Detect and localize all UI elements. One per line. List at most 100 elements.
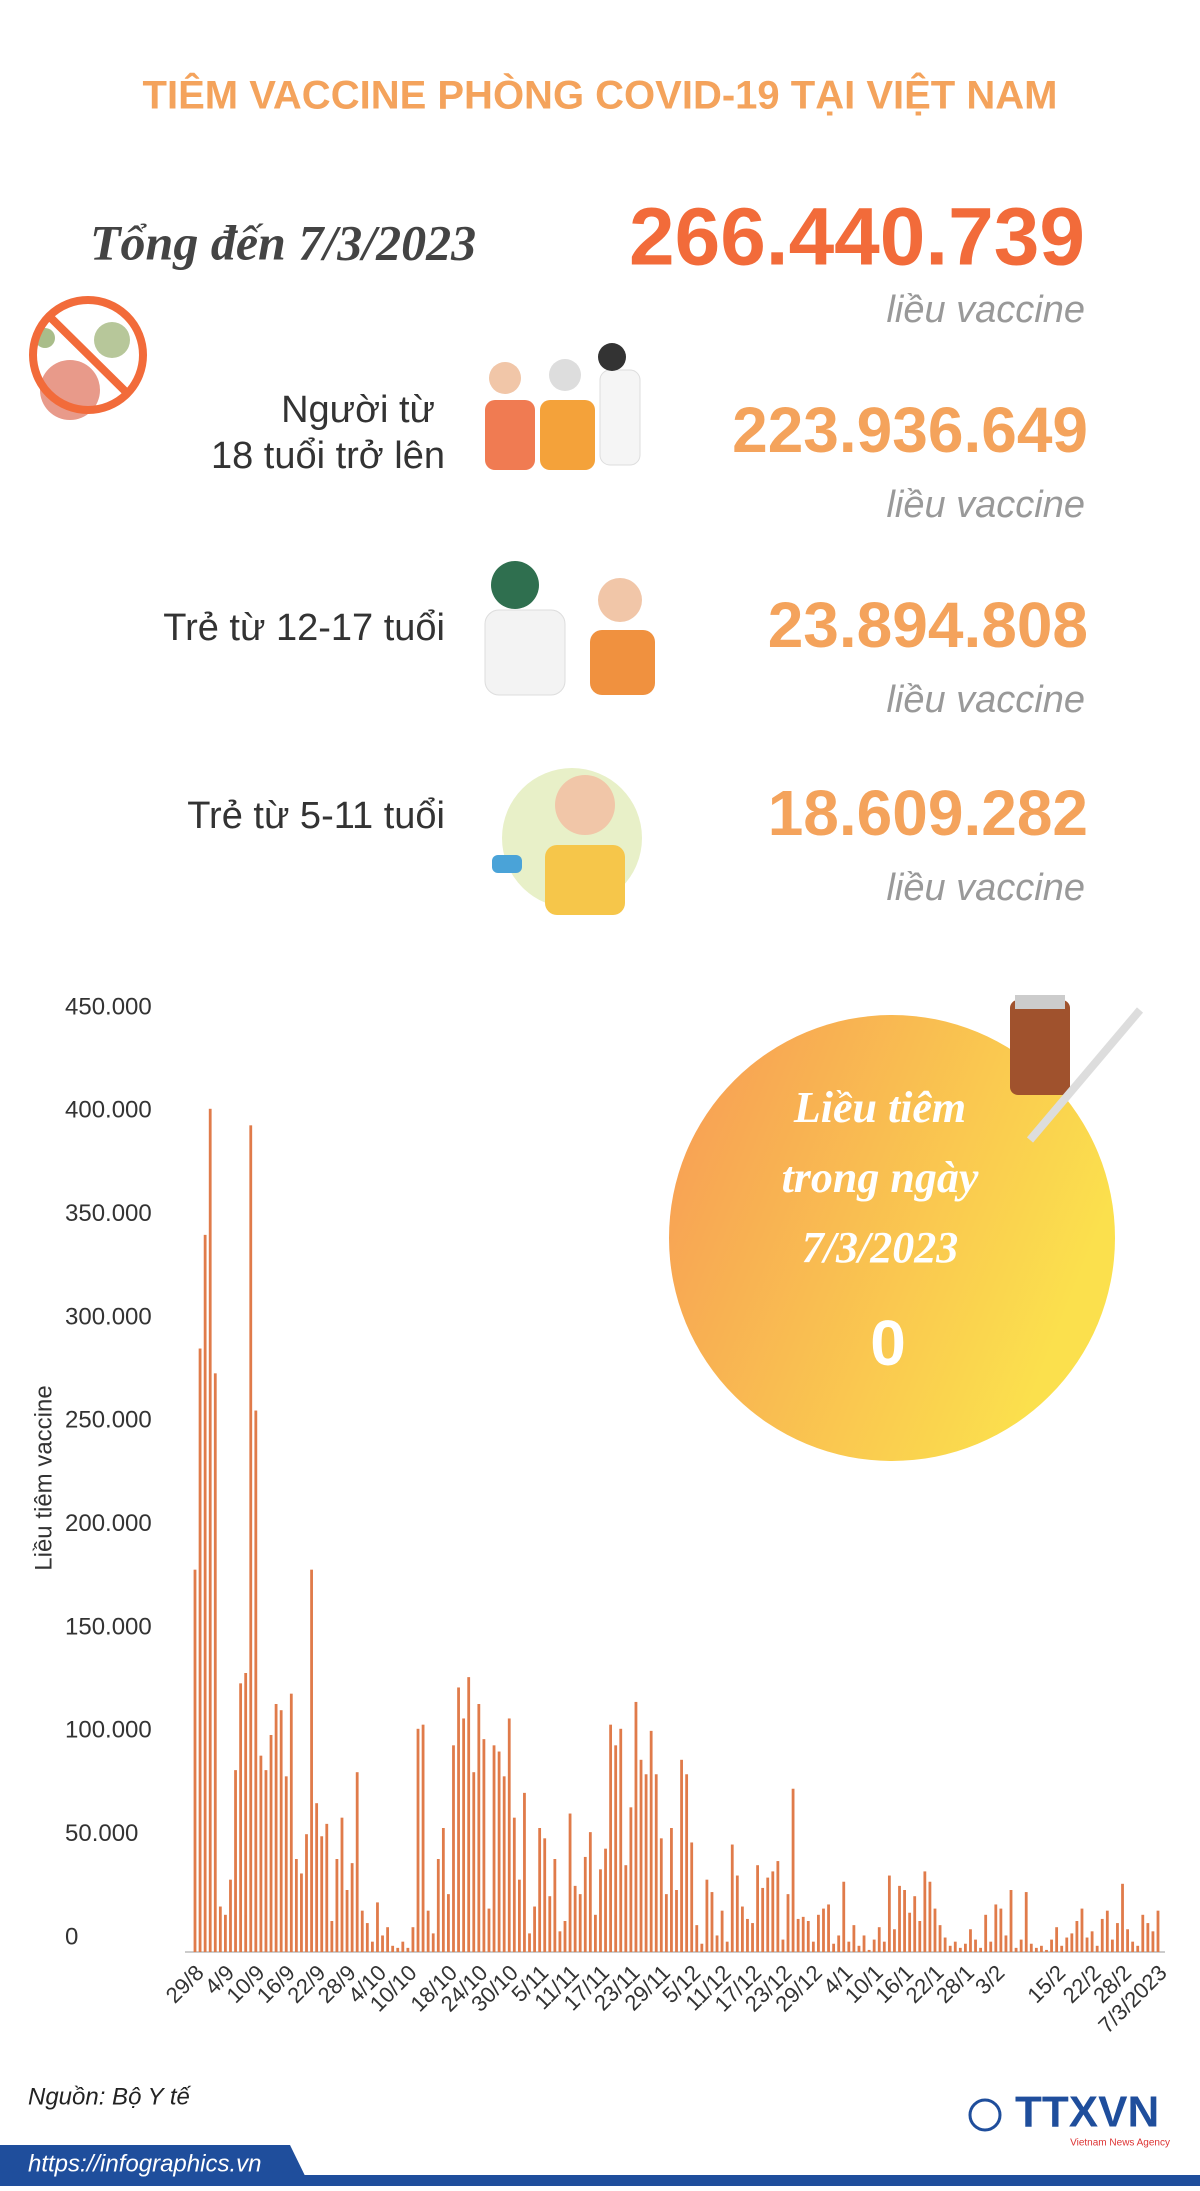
bar: [999, 1908, 1003, 1952]
bar: [979, 1947, 983, 1952]
bar: [512, 1817, 516, 1952]
bar: [634, 1701, 638, 1952]
bar: [1156, 1910, 1160, 1952]
group-label: Trẻ từ 5-11 tuổi: [187, 795, 445, 837]
bar: [639, 1759, 643, 1952]
bar: [644, 1774, 648, 1952]
bar: [730, 1844, 734, 1952]
bar: [300, 1873, 303, 1952]
y-tick-label: 350.000: [65, 1200, 152, 1227]
bar: [943, 1937, 947, 1952]
bar: [594, 1914, 597, 1952]
bar: [619, 1728, 623, 1952]
logo-sub: Vietnam News Agency: [1070, 2138, 1170, 2149]
bar: [806, 1921, 810, 1952]
bar: [1110, 1939, 1114, 1952]
bar: [350, 1863, 354, 1952]
bar: [1141, 1914, 1145, 1952]
bar: [837, 1935, 841, 1952]
bar: [964, 1943, 967, 1952]
bar: [614, 1745, 618, 1952]
bar: [766, 1877, 770, 1952]
bar: [791, 1788, 795, 1952]
bar: [796, 1918, 800, 1952]
bar: [264, 1770, 268, 1952]
bar: [355, 1772, 359, 1952]
y-tick-label: 450.000: [65, 993, 152, 1020]
bar: [938, 1925, 942, 1952]
bar: [1019, 1939, 1023, 1952]
bar: [887, 1875, 891, 1952]
bar: [553, 1859, 557, 1952]
y-tick-label: 150.000: [65, 1613, 152, 1640]
bar: [664, 1894, 668, 1952]
title: TIÊM VACCINE PHÒNG COVID-19 TẠI VIỆT NAM: [143, 72, 1058, 118]
bar: [994, 1904, 998, 1952]
bar: [700, 1943, 704, 1952]
bar: [918, 1921, 922, 1952]
group-value: 18.609.282: [768, 777, 1088, 849]
bar: [487, 1908, 491, 1952]
bar: [649, 1730, 653, 1952]
bar: [1100, 1918, 1104, 1952]
bar: [781, 1939, 785, 1952]
bar: [360, 1910, 364, 1952]
bar: [1136, 1945, 1140, 1952]
bar: [305, 1834, 308, 1952]
bar: [507, 1718, 511, 1952]
bar: [1060, 1945, 1064, 1952]
group-value: 223.936.649: [732, 394, 1088, 466]
bar: [213, 1373, 217, 1952]
bar: [908, 1912, 912, 1952]
bar: [558, 1931, 562, 1952]
bar: [447, 1894, 450, 1952]
group-value: 23.894.808: [768, 589, 1088, 661]
bar: [381, 1935, 384, 1952]
bar: [1075, 1921, 1079, 1952]
group-unit: liều vaccine: [886, 867, 1085, 909]
bar: [893, 1929, 896, 1952]
bar: [984, 1914, 988, 1952]
bar: [376, 1902, 379, 1952]
bar: [862, 1935, 866, 1952]
bar: [1034, 1947, 1038, 1952]
bar: [872, 1939, 876, 1952]
y-tick-label: 0: [65, 1923, 78, 1950]
bar: [958, 1947, 962, 1952]
bar: [705, 1879, 709, 1952]
bar: [882, 1941, 886, 1952]
bar: [604, 1848, 607, 1952]
bar: [1045, 1949, 1048, 1952]
bar: [497, 1751, 501, 1952]
bar: [1024, 1892, 1028, 1952]
bar: [528, 1933, 531, 1952]
bar: [193, 1569, 197, 1952]
bar: [609, 1724, 613, 1952]
bar: [801, 1916, 805, 1952]
teen-illustration: [484, 561, 655, 696]
bar: [523, 1792, 526, 1952]
bar: [725, 1941, 729, 1952]
y-tick-label: 50.000: [65, 1820, 138, 1847]
bar: [1009, 1890, 1013, 1952]
bar: [426, 1910, 430, 1952]
bar: [573, 1885, 577, 1952]
bar: [315, 1803, 319, 1952]
bar: [720, 1910, 724, 1952]
bar: [756, 1865, 759, 1952]
logo: TTXVN: [1015, 2088, 1159, 2137]
bar: [989, 1941, 993, 1952]
bar: [249, 1125, 253, 1952]
bar: [229, 1879, 232, 1952]
bar: [578, 1894, 582, 1952]
bar: [457, 1687, 460, 1952]
bar: [670, 1828, 673, 1952]
bar: [1151, 1931, 1155, 1952]
bar: [746, 1918, 749, 1952]
bar: [1014, 1947, 1018, 1952]
bar: [548, 1896, 552, 1952]
bar: [1040, 1945, 1043, 1952]
bar: [695, 1925, 699, 1952]
bar: [1070, 1933, 1074, 1952]
url-bar: [0, 2145, 310, 2186]
